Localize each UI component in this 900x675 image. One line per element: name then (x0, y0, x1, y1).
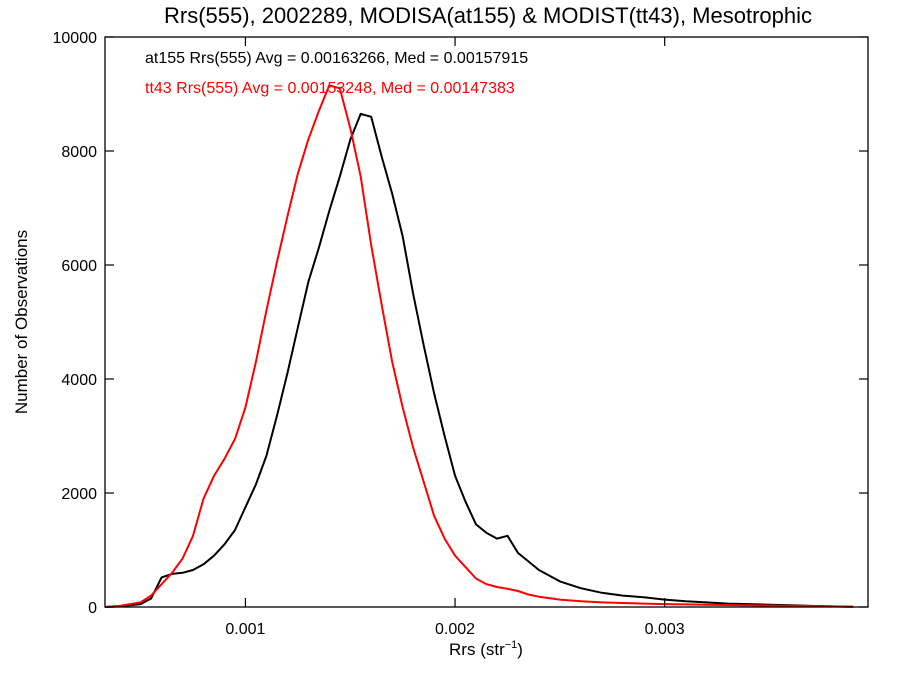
x-axis-label-main: Rrs (str (449, 640, 505, 659)
y-tick-label: 6000 (61, 258, 97, 275)
y-axis-ticks: 0 2000 4000 6000 8000 10000 (53, 30, 868, 617)
x-axis-label-superscript: −1 (505, 639, 518, 651)
plot-frame (104, 36, 869, 608)
y-tick-label: 2000 (61, 486, 97, 503)
x-axis-ticks: 0.001 0.002 0.003 (225, 37, 685, 638)
series-layer (104, 84, 854, 608)
y-tick-label: 10000 (53, 30, 98, 47)
series-line-tt43 (104, 84, 854, 608)
y-tick-label: 8000 (61, 144, 97, 161)
x-tick-label: 0.001 (225, 621, 265, 638)
x-tick-label: 0.002 (435, 621, 475, 638)
y-tick-label: 0 (88, 600, 97, 617)
series-line-at155 (104, 112, 854, 608)
x-tick-label: 0.003 (645, 621, 685, 638)
x-axis-label: Rrs (str−1) (449, 639, 523, 659)
legend-at155: at155 Rrs(555) Avg = 0.00163266, Med = 0… (145, 50, 528, 67)
y-axis-label: Number of Observations (12, 230, 31, 414)
y-tick-label: 4000 (61, 372, 97, 389)
chart-title: Rrs(555), 2002289, MODISA(at155) & MODIS… (164, 3, 812, 28)
legend-tt43: tt43 Rrs(555) Avg = 0.00153248, Med = 0.… (145, 80, 515, 97)
x-axis-label-end: ) (517, 640, 523, 659)
